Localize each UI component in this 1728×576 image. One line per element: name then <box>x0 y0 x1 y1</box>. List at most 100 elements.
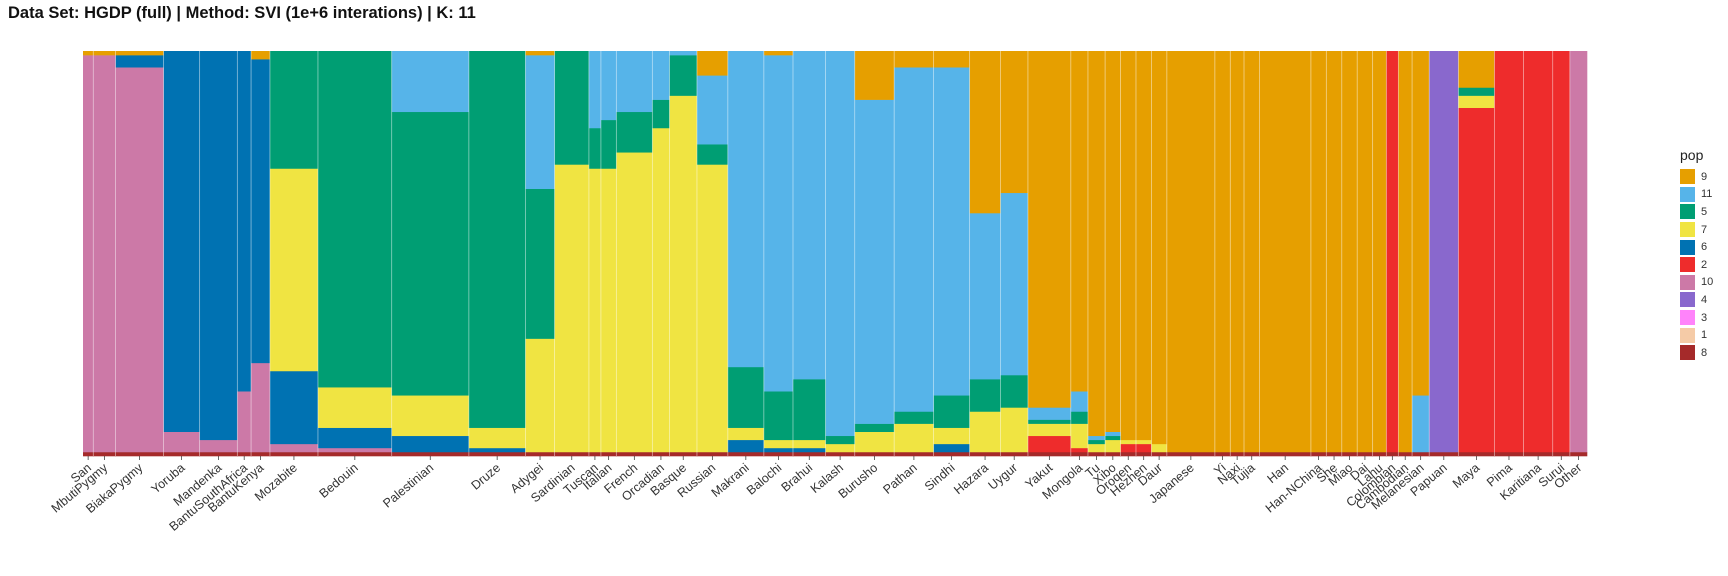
bar-segment-8 <box>727 451 765 457</box>
bar-segment-6 <box>468 447 526 453</box>
bar-segment-9 <box>763 51 794 56</box>
bar-segment-8 <box>1027 451 1072 457</box>
population-bar <box>669 51 698 457</box>
bar-segment-5 <box>792 379 826 441</box>
bar-segment-7 <box>792 439 826 449</box>
bar-segment-8 <box>1429 451 1459 457</box>
population-bar <box>468 51 526 457</box>
legend-label: 7 <box>1701 223 1708 236</box>
bar-segment-8 <box>115 451 164 457</box>
bar-segment-9 <box>1244 51 1260 453</box>
bar-segment-9 <box>894 51 934 68</box>
bar-segment-11 <box>969 213 1001 380</box>
bar-segment-5 <box>317 51 392 388</box>
bar-segment-8 <box>1244 451 1260 457</box>
bar-segment-5 <box>696 144 729 165</box>
bar-segment-8 <box>1412 451 1430 457</box>
bar-segment-8 <box>199 451 238 457</box>
x-tick-label: Hazara <box>951 461 991 498</box>
bar-segment-5 <box>588 127 602 169</box>
bar-segment-9 <box>115 51 164 56</box>
legend-label: 2 <box>1701 258 1708 271</box>
bar-segment-7 <box>1105 439 1121 453</box>
legend-item: 5 <box>1680 203 1713 221</box>
legend-item: 10 <box>1680 274 1713 292</box>
population-bar <box>763 51 794 457</box>
bar-segment-5 <box>525 188 555 339</box>
bar-segment-9 <box>1310 51 1327 453</box>
bar-segment-8 <box>1259 451 1312 457</box>
bar-segment-2 <box>1458 107 1495 453</box>
bar-segment-7 <box>727 427 765 441</box>
bar-segment-6 <box>163 51 200 432</box>
population-bar <box>792 51 826 457</box>
bar-segment-9 <box>1341 51 1358 453</box>
x-tick-label: Brahui <box>779 461 816 495</box>
bar-segment-5 <box>652 99 670 129</box>
x-tick-label: Pathan <box>880 461 919 497</box>
population-bar <box>894 51 934 457</box>
bar-segment-11 <box>616 51 653 113</box>
bar-segment-6 <box>269 370 319 445</box>
bar-segment-9 <box>933 51 970 68</box>
bar-segment-9 <box>969 51 1001 214</box>
legend-swatch <box>1680 186 1695 202</box>
bar-segment-11 <box>525 55 555 189</box>
legend-label: 9 <box>1701 170 1708 183</box>
bar-segment-11 <box>1027 407 1072 420</box>
population-bar <box>588 51 602 457</box>
bar-segment-11 <box>825 51 856 437</box>
bar-segment-5 <box>269 51 319 169</box>
bar-segment-11 <box>669 51 698 56</box>
bar-segment-11 <box>933 67 970 396</box>
bar-segment-7 <box>616 152 653 453</box>
population-bar <box>1070 51 1089 457</box>
bar-segment-5 <box>468 51 526 428</box>
bar-segment-8 <box>468 451 526 457</box>
legend-item: 3 <box>1680 309 1713 327</box>
bar-segment-9 <box>1458 51 1495 88</box>
legend-swatch <box>1680 169 1695 185</box>
bar-segment-2 <box>1494 51 1524 453</box>
bar-segment-7 <box>894 423 934 453</box>
bar-segment-2 <box>1523 51 1553 453</box>
population-bar <box>163 51 200 457</box>
bar-segment-9 <box>1214 51 1231 453</box>
bar-segment-10 <box>251 362 271 453</box>
x-tick-label: Han <box>1265 461 1292 486</box>
population-bar <box>1398 51 1413 457</box>
bar-segment-7 <box>1070 423 1089 449</box>
bar-segment-7 <box>652 127 670 453</box>
bar-segment-9 <box>83 51 94 56</box>
bar-segment-8 <box>554 451 590 457</box>
x-tick-label: Palestinian <box>380 461 436 511</box>
x-tick-label: Bedouin <box>317 461 361 501</box>
bar-segment-11 <box>1070 391 1089 412</box>
bar-segment-8 <box>933 451 970 457</box>
population-bar <box>93 51 116 457</box>
bar-segment-8 <box>1214 451 1231 457</box>
population-bar <box>1494 51 1524 457</box>
legend-title: pop <box>1680 147 1704 163</box>
bar-segment-5 <box>854 423 895 432</box>
population-bar <box>1341 51 1358 457</box>
bar-segment-5 <box>600 119 617 169</box>
population-bar <box>1357 51 1373 457</box>
bar-segment-8 <box>1357 451 1373 457</box>
bar-segment-10 <box>83 55 94 453</box>
population-bar <box>600 51 617 457</box>
legend-label: 3 <box>1701 311 1708 324</box>
bar-segment-11 <box>1105 431 1121 437</box>
population-bar <box>237 51 252 457</box>
legend-swatch <box>1680 345 1695 361</box>
bar-segment-9 <box>696 51 729 76</box>
bar-segment-5 <box>727 366 765 428</box>
population-bar <box>727 51 765 457</box>
bar-segment-10 <box>115 67 164 453</box>
legend-label: 6 <box>1701 241 1708 254</box>
bar-segment-7 <box>554 164 590 453</box>
legend-items: 9 11 5 7 6 2 10 4 3 1 8 <box>1680 168 1713 362</box>
bar-segment-8 <box>1151 451 1168 457</box>
legend-swatch <box>1680 257 1695 273</box>
bar-segment-9 <box>251 51 271 60</box>
